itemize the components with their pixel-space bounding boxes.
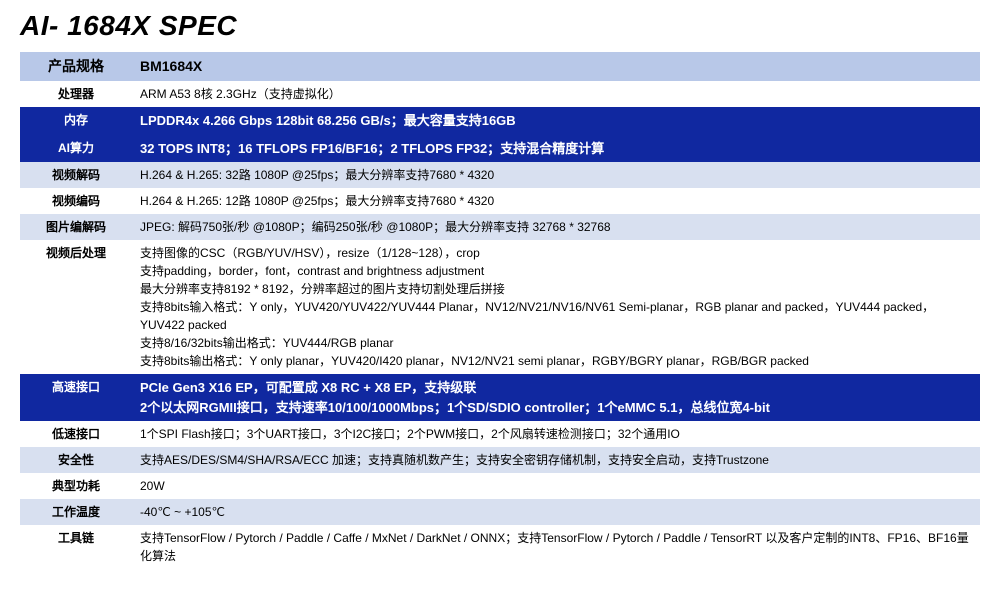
spec-label: 视频解码 xyxy=(20,162,132,188)
table-row: 视频后处理支持图像的CSC（RGB/YUV/HSV），resize（1/128~… xyxy=(20,240,980,374)
spec-label: 视频编码 xyxy=(20,188,132,214)
spec-value: H.264 & H.265: 12路 1080P @25fps；最大分辨率支持7… xyxy=(132,188,980,214)
spec-value: ARM A53 8核 2.3GHz（支持虚拟化） xyxy=(132,81,980,107)
table-row: AI算力32 TOPS INT8；16 TFLOPS FP16/BF16；2 T… xyxy=(20,135,980,163)
page-title: AI- 1684X SPEC xyxy=(20,10,980,42)
spec-value: 20W xyxy=(132,473,980,499)
spec-label: 内存 xyxy=(20,107,132,135)
spec-value: 支持TensorFlow / Pytorch / Paddle / Caffe … xyxy=(132,525,980,569)
spec-label: 产品规格 xyxy=(20,52,132,81)
table-row: 高速接口PCIe Gen3 X16 EP，可配置成 X8 RC + X8 EP，… xyxy=(20,374,980,421)
spec-value: 支持AES/DES/SM4/SHA/RSA/ECC 加速；支持真随机数产生；支持… xyxy=(132,447,980,473)
spec-value: BM1684X xyxy=(132,52,980,81)
spec-value: LPDDR4x 4.266 Gbps 128bit 68.256 GB/s；最大… xyxy=(132,107,980,135)
spec-value: JPEG: 解码750张/秒 @1080P；编码250张/秒 @1080P；最大… xyxy=(132,214,980,240)
spec-value: 支持图像的CSC（RGB/YUV/HSV），resize（1/128~128），… xyxy=(132,240,980,374)
table-row: 图片编解码JPEG: 解码750张/秒 @1080P；编码250张/秒 @108… xyxy=(20,214,980,240)
spec-label: 处理器 xyxy=(20,81,132,107)
spec-label: 高速接口 xyxy=(20,374,132,421)
spec-label: AI算力 xyxy=(20,135,132,163)
spec-value: 32 TOPS INT8；16 TFLOPS FP16/BF16；2 TFLOP… xyxy=(132,135,980,163)
spec-value: 1个SPI Flash接口；3个UART接口，3个I2C接口；2个PWM接口，2… xyxy=(132,421,980,447)
spec-label: 低速接口 xyxy=(20,421,132,447)
spec-label: 工具链 xyxy=(20,525,132,569)
table-row: 视频编码H.264 & H.265: 12路 1080P @25fps；最大分辨… xyxy=(20,188,980,214)
spec-value: -40℃ ~ +105℃ xyxy=(132,499,980,525)
table-row: 产品规格BM1684X xyxy=(20,52,980,81)
table-row: 视频解码H.264 & H.265: 32路 1080P @25fps；最大分辨… xyxy=(20,162,980,188)
table-row: 内存LPDDR4x 4.266 Gbps 128bit 68.256 GB/s；… xyxy=(20,107,980,135)
spec-label: 工作温度 xyxy=(20,499,132,525)
table-row: 工具链支持TensorFlow / Pytorch / Paddle / Caf… xyxy=(20,525,980,569)
spec-label: 图片编解码 xyxy=(20,214,132,240)
spec-label: 典型功耗 xyxy=(20,473,132,499)
spec-value: PCIe Gen3 X16 EP，可配置成 X8 RC + X8 EP，支持级联… xyxy=(132,374,980,421)
spec-value: H.264 & H.265: 32路 1080P @25fps；最大分辨率支持7… xyxy=(132,162,980,188)
table-row: 安全性支持AES/DES/SM4/SHA/RSA/ECC 加速；支持真随机数产生… xyxy=(20,447,980,473)
spec-table-body: 产品规格BM1684X处理器ARM A53 8核 2.3GHz（支持虚拟化）内存… xyxy=(20,52,980,569)
table-row: 低速接口1个SPI Flash接口；3个UART接口，3个I2C接口；2个PWM… xyxy=(20,421,980,447)
spec-label: 安全性 xyxy=(20,447,132,473)
spec-label: 视频后处理 xyxy=(20,240,132,374)
spec-table: 产品规格BM1684X处理器ARM A53 8核 2.3GHz（支持虚拟化）内存… xyxy=(20,52,980,569)
table-row: 处理器ARM A53 8核 2.3GHz（支持虚拟化） xyxy=(20,81,980,107)
table-row: 典型功耗20W xyxy=(20,473,980,499)
table-row: 工作温度-40℃ ~ +105℃ xyxy=(20,499,980,525)
